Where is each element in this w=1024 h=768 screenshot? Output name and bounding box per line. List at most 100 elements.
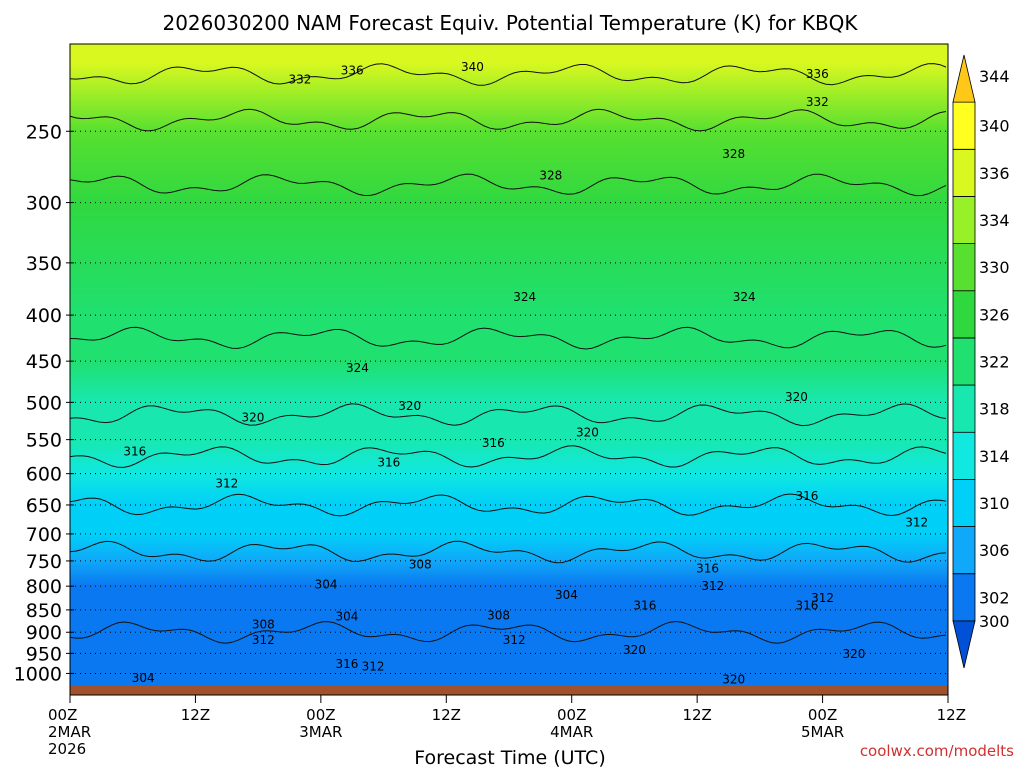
colorbar-swatch <box>952 54 976 103</box>
y-tick-label: 1000 <box>14 663 62 685</box>
colorbar-label: 302 <box>979 588 1010 607</box>
x-tick-label: 5MAR <box>801 723 844 741</box>
contour-label: 320 <box>722 672 745 686</box>
colorbar-swatch <box>952 620 976 669</box>
contour-label: 320 <box>576 425 599 439</box>
colorbar-label: 340 <box>979 117 1010 136</box>
contour-label: 312 <box>811 591 834 605</box>
colorbar-swatch <box>952 196 976 245</box>
x-tick-label: 00Z <box>48 706 77 724</box>
contour-label: 328 <box>539 169 562 183</box>
colorbar-label: 334 <box>979 211 1010 230</box>
x-axis-label: Forecast Time (UTC) <box>414 747 605 768</box>
contour-label: 320 <box>241 411 264 425</box>
contour-label: 316 <box>795 598 818 612</box>
contour-324 <box>70 326 947 350</box>
y-axis: 250 300 350 400 450 500 550 600 650 700 750 8008509… <box>14 121 74 685</box>
y-tick-label: 450 <box>26 351 62 373</box>
credit-text: coolwx.com/modelts <box>860 742 1014 760</box>
contour-label: 332 <box>806 95 829 109</box>
colorbar-swatch <box>952 101 976 150</box>
contour-label: 312 <box>215 476 238 490</box>
colorbar-swatch <box>952 148 976 197</box>
contour-label: 312 <box>701 579 724 593</box>
contour-label: 324 <box>733 290 756 304</box>
contour-label: 316 <box>377 455 400 469</box>
contour-label: 336 <box>806 67 829 81</box>
y-tick-label: 550 <box>26 430 62 452</box>
y-tick-label: 800 <box>26 576 62 598</box>
x-tick-label: 3MAR <box>299 723 342 741</box>
y-tick-label: 600 <box>26 464 62 486</box>
contour-label: 316 <box>633 598 656 612</box>
contour-label: 320 <box>398 399 421 413</box>
contour-label: 308 <box>252 617 275 631</box>
colorbar-swatch <box>952 478 976 527</box>
x-tick-label: 12Z <box>432 706 461 724</box>
contour-label: 316 <box>123 445 146 459</box>
colorbar-swatch <box>952 573 976 622</box>
chart-title: 2026030200 NAM Forecast Equiv. Potential… <box>162 11 858 35</box>
x-tick-label: 12Z <box>937 706 966 724</box>
y-tick-label: 650 <box>26 495 62 517</box>
y-tick-label: 300 <box>26 193 62 215</box>
contour-lines <box>70 63 947 644</box>
contour-label: 312 <box>252 633 275 647</box>
colorbar-label: 322 <box>979 353 1010 372</box>
x-tick-label: 2026 <box>48 740 86 758</box>
y-tick-label: 500 <box>26 392 62 414</box>
contour-label: 336 <box>341 63 364 77</box>
contour-320 <box>70 403 947 427</box>
theta-e-field <box>70 44 948 685</box>
contour-label: 312 <box>905 516 928 530</box>
contour-label: 312 <box>503 633 526 647</box>
contour-labels: 340 336 336 332 332 328 328 324 324 324 320 320 320 3… <box>123 60 928 686</box>
y-tick-label: 900 <box>26 622 62 644</box>
contour-label: 324 <box>346 361 369 375</box>
contour-label: 304 <box>336 610 359 624</box>
colorbar-label: 300 <box>979 612 1010 631</box>
colorbar-swatch <box>952 526 976 575</box>
x-tick-label: 12Z <box>682 706 711 724</box>
contour-304 <box>70 620 947 644</box>
colorbar-label: 310 <box>979 494 1010 513</box>
x-tick-label: 00Z <box>306 706 335 724</box>
colorbar-swatch <box>952 384 976 433</box>
colorbar-swatch <box>952 337 976 386</box>
colorbar: 300 302 306 310 314 318 322 326 330 334 336 340 344 <box>952 54 1010 669</box>
contour-328 <box>70 173 947 197</box>
contour-label: 316 <box>696 562 719 576</box>
contour-label: 324 <box>513 290 536 304</box>
contour-312 <box>70 493 947 517</box>
x-tick-label: 2MAR <box>48 723 91 741</box>
contour-label: 340 <box>461 60 484 74</box>
contour-label: 316 <box>336 657 359 671</box>
colorbar-swatch <box>952 431 976 480</box>
colorbar-label: 344 <box>979 67 1010 86</box>
contour-316 <box>70 445 947 468</box>
contour-label: 316 <box>482 436 505 450</box>
colorbar-swatch <box>952 243 976 292</box>
plot-area: 340 336 336 332 332 328 328 324 324 324 320 320 320 3… <box>70 44 948 686</box>
contour-label: 308 <box>409 558 432 572</box>
x-tick-label: 00Z <box>557 706 586 724</box>
y-tick-label: 250 <box>26 121 62 143</box>
y-tick-label: 750 <box>26 551 62 573</box>
plot-frame <box>69 43 949 696</box>
colorbar-label: 318 <box>979 400 1010 419</box>
x-tick-label: 00Z <box>808 706 837 724</box>
y-tick-label: 400 <box>26 305 62 327</box>
y-tick-label: 850 <box>26 600 62 622</box>
contour-332 <box>70 108 947 132</box>
x-tick-label: 4MAR <box>550 723 593 741</box>
contour-336 <box>70 63 947 86</box>
contour-label: 320 <box>842 647 865 661</box>
colorbar-swatch <box>952 290 976 339</box>
y-tick-label: 700 <box>26 524 62 546</box>
colorbar-label: 330 <box>979 258 1010 277</box>
y-tick-label: 350 <box>26 253 62 275</box>
contour-label: 332 <box>288 72 311 86</box>
x-tick-label: 12Z <box>181 706 210 724</box>
